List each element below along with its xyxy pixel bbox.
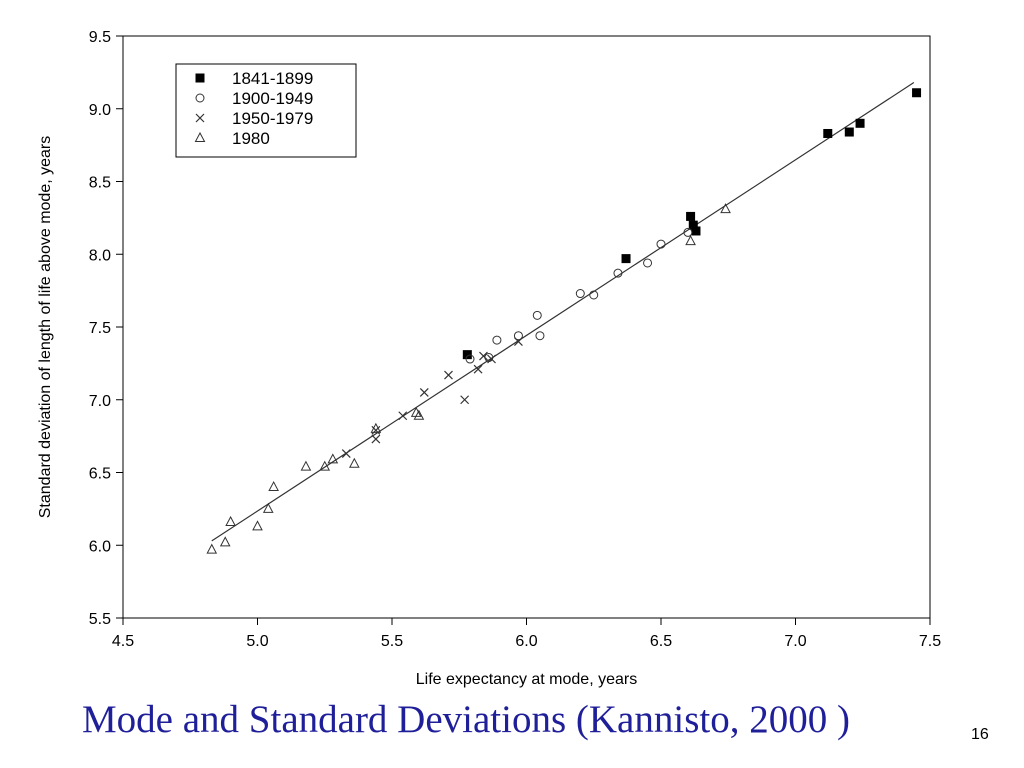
scatter-chart: 5.5 6.0 6.5 7.0 7.5 8.0 8.5 9.0 9.5 4.5 5.0 5.5 6.0… bbox=[37, 29, 941, 688]
series-2 bbox=[341, 337, 523, 459]
legend-label: 1900-1949 bbox=[232, 89, 313, 108]
data-point bbox=[473, 364, 483, 374]
data-point bbox=[371, 434, 381, 444]
x-tick-label: 6.5 bbox=[650, 633, 672, 650]
legend-marker bbox=[195, 93, 205, 103]
legend-label: 1980 bbox=[232, 129, 270, 148]
data-point bbox=[460, 395, 470, 405]
data-point bbox=[535, 331, 545, 341]
data-point bbox=[643, 258, 653, 268]
x-marker-stroke bbox=[341, 449, 351, 459]
y-tick-label: 9.5 bbox=[89, 29, 111, 46]
x-marker-stroke bbox=[473, 364, 483, 374]
data-point bbox=[589, 290, 599, 300]
data-point bbox=[206, 543, 218, 554]
data-point bbox=[685, 235, 696, 246]
data-point bbox=[656, 239, 666, 249]
data-point bbox=[683, 227, 693, 237]
data-point bbox=[349, 457, 360, 468]
data-point bbox=[252, 520, 263, 531]
data-point bbox=[912, 88, 922, 98]
x-marker-stroke bbox=[419, 388, 429, 397]
legend-label: 1950-1979 bbox=[232, 109, 313, 128]
data-point bbox=[444, 370, 453, 380]
data-point bbox=[691, 226, 701, 236]
legend-marker bbox=[195, 73, 205, 83]
data-point bbox=[319, 460, 331, 471]
data-point bbox=[686, 211, 696, 221]
data-point bbox=[341, 449, 351, 459]
x-axis-label: Life expectancy at mode, years bbox=[416, 671, 637, 688]
data-points bbox=[206, 88, 922, 554]
data-point bbox=[514, 337, 523, 346]
x-tick-label: 7.0 bbox=[784, 633, 806, 650]
data-point bbox=[575, 289, 585, 299]
y-axis: 5.5 6.0 6.5 7.0 7.5 8.0 8.5 9.0 9.5 bbox=[89, 29, 123, 628]
data-point bbox=[720, 203, 731, 214]
data-point bbox=[613, 268, 623, 278]
data-point bbox=[462, 350, 472, 360]
x-marker-stroke bbox=[398, 411, 408, 421]
y-tick-label: 6.0 bbox=[89, 538, 111, 555]
y-tick-label: 9.0 bbox=[89, 102, 111, 119]
series-3 bbox=[206, 203, 731, 554]
data-point bbox=[413, 409, 425, 420]
data-point bbox=[300, 460, 312, 471]
data-point bbox=[465, 354, 475, 364]
y-tick-label: 8.5 bbox=[89, 175, 111, 192]
legend-label: 1841-1899 bbox=[232, 69, 313, 88]
y-tick-label: 7.5 bbox=[89, 320, 111, 337]
x-axis: 4.5 5.0 5.5 6.0 6.5 7.0 7.5 bbox=[112, 618, 941, 650]
data-point bbox=[268, 480, 279, 492]
data-point bbox=[327, 453, 339, 464]
series-1 bbox=[465, 227, 693, 364]
data-point bbox=[419, 388, 429, 397]
data-point bbox=[262, 502, 274, 513]
data-point bbox=[823, 128, 833, 138]
x-tick-label: 5.5 bbox=[381, 633, 403, 650]
data-point bbox=[398, 411, 408, 421]
data-point bbox=[487, 354, 496, 364]
x-marker-stroke bbox=[514, 337, 523, 346]
data-point bbox=[621, 254, 631, 264]
x-marker-stroke bbox=[371, 434, 381, 444]
data-point bbox=[479, 351, 488, 361]
y-tick-label: 5.5 bbox=[89, 611, 111, 628]
data-point bbox=[219, 536, 231, 547]
data-point bbox=[855, 118, 865, 128]
legend-marker bbox=[194, 131, 206, 142]
data-point bbox=[492, 335, 502, 345]
x-tick-label: 4.5 bbox=[112, 633, 134, 650]
x-marker-stroke bbox=[195, 113, 205, 123]
series-0 bbox=[462, 88, 922, 360]
x-marker-stroke bbox=[371, 425, 381, 435]
x-marker-stroke bbox=[479, 351, 488, 361]
y-tick-label: 6.5 bbox=[89, 466, 111, 483]
data-point bbox=[513, 331, 523, 341]
x-tick-label: 5.0 bbox=[246, 633, 268, 650]
data-point bbox=[844, 127, 854, 137]
regression-line bbox=[211, 82, 915, 542]
data-point bbox=[371, 425, 381, 435]
x-marker-stroke bbox=[460, 395, 470, 405]
y-tick-label: 7.0 bbox=[89, 393, 111, 410]
x-tick-label: 7.5 bbox=[919, 633, 941, 650]
slide-caption: Mode and Standard Deviations (Kannisto, … bbox=[82, 698, 850, 741]
legend-marker bbox=[195, 113, 205, 123]
x-marker-stroke bbox=[444, 370, 453, 380]
data-point bbox=[532, 310, 542, 320]
page-number: 16 bbox=[971, 726, 989, 743]
y-tick-label: 8.0 bbox=[89, 247, 111, 264]
data-point bbox=[370, 422, 382, 433]
data-point bbox=[225, 515, 236, 526]
x-tick-label: 6.0 bbox=[515, 633, 537, 650]
y-axis-label: Standard deviation of length of life abo… bbox=[37, 136, 54, 518]
legend-box bbox=[175, 63, 357, 158]
data-point bbox=[688, 220, 698, 230]
x-marker-stroke bbox=[487, 354, 496, 364]
